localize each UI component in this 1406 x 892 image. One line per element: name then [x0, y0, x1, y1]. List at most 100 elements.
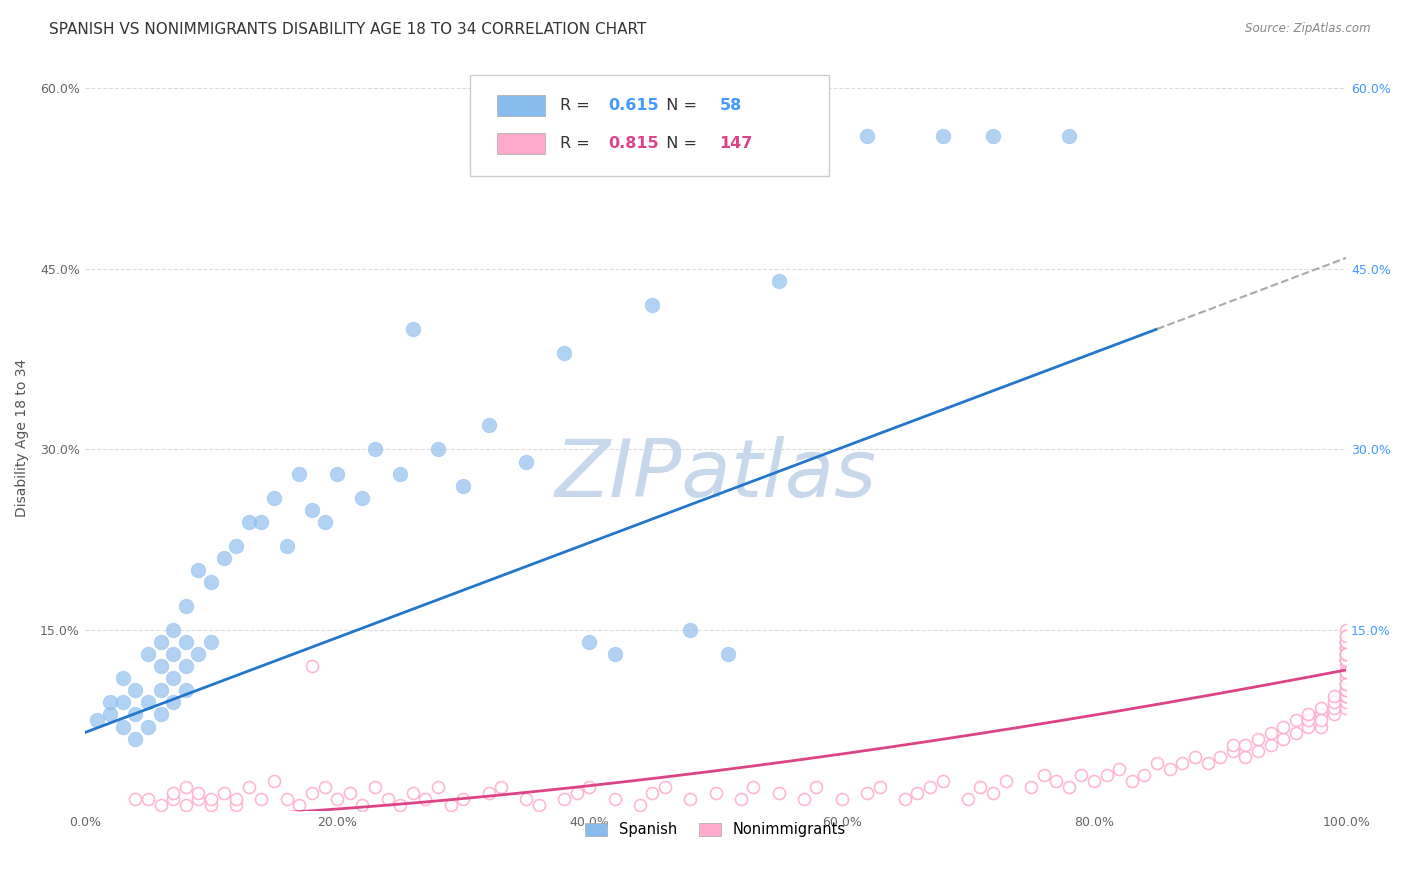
Point [1336, 659, 1358, 673]
Point [1336, 665, 1358, 680]
Point [1095, 767, 1118, 781]
Point [1310, 707, 1333, 722]
Point [981, 786, 1004, 800]
Point [238, 515, 260, 529]
Point [1336, 683, 1358, 698]
Point [1032, 767, 1054, 781]
Point [806, 129, 828, 144]
Point [451, 478, 474, 492]
Point [162, 695, 184, 709]
Point [427, 780, 450, 794]
Point [451, 792, 474, 806]
Point [1260, 725, 1282, 739]
Point [1336, 701, 1358, 715]
Point [1336, 647, 1358, 661]
Point [1336, 683, 1358, 698]
Point [918, 780, 941, 794]
Point [200, 797, 222, 812]
Point [111, 671, 134, 685]
Point [1336, 683, 1358, 698]
Point [1336, 671, 1358, 685]
Point [174, 780, 197, 794]
Point [553, 792, 575, 806]
Point [174, 599, 197, 613]
Point [111, 695, 134, 709]
Point [1336, 677, 1358, 691]
Text: 58: 58 [720, 98, 741, 113]
Point [628, 797, 651, 812]
Point [212, 786, 235, 800]
Point [1336, 635, 1358, 649]
Point [994, 773, 1017, 788]
Point [1310, 701, 1333, 715]
Point [578, 780, 600, 794]
Point [856, 129, 879, 144]
Point [339, 786, 361, 800]
FancyBboxPatch shape [498, 95, 546, 116]
Point [931, 129, 953, 144]
Text: Source: ZipAtlas.com: Source: ZipAtlas.com [1246, 22, 1371, 36]
Point [1336, 647, 1358, 661]
Point [793, 792, 815, 806]
Point [124, 731, 146, 746]
Point [1298, 714, 1320, 728]
Point [894, 792, 917, 806]
Point [1019, 780, 1042, 794]
Point [1336, 653, 1358, 667]
Point [806, 780, 828, 794]
Point [200, 635, 222, 649]
Point [187, 786, 209, 800]
Point [352, 797, 374, 812]
Point [187, 563, 209, 577]
Point [1285, 714, 1308, 728]
Point [1045, 773, 1067, 788]
Point [1336, 635, 1358, 649]
Point [162, 786, 184, 800]
Point [364, 780, 387, 794]
Point [1133, 767, 1156, 781]
Legend: Spanish, Nonimmigrants: Spanish, Nonimmigrants [578, 815, 853, 845]
Point [1336, 690, 1358, 704]
Point [1108, 762, 1130, 776]
Point [136, 647, 159, 661]
Point [1336, 695, 1358, 709]
Point [86, 714, 108, 728]
Point [352, 491, 374, 505]
Point [377, 792, 399, 806]
Point [956, 792, 979, 806]
Point [1285, 725, 1308, 739]
Point [717, 647, 740, 661]
FancyBboxPatch shape [498, 133, 546, 153]
Point [1336, 653, 1358, 667]
Point [149, 659, 172, 673]
Point [1234, 749, 1257, 764]
Point [1184, 749, 1206, 764]
Point [98, 695, 121, 709]
Point [1336, 623, 1358, 637]
Point [1057, 129, 1080, 144]
Point [162, 623, 184, 637]
Point [1336, 677, 1358, 691]
Point [162, 671, 184, 685]
Point [553, 346, 575, 360]
Point [1336, 671, 1358, 685]
Point [200, 792, 222, 806]
Point [174, 659, 197, 673]
Point [1336, 683, 1358, 698]
Point [1336, 641, 1358, 656]
Text: 147: 147 [720, 136, 752, 151]
Text: 0.815: 0.815 [609, 136, 659, 151]
Point [1272, 731, 1295, 746]
Point [162, 647, 184, 661]
Point [1298, 707, 1320, 722]
Point [1323, 695, 1346, 709]
Point [1336, 653, 1358, 667]
Point [187, 792, 209, 806]
Point [1298, 719, 1320, 733]
Point [477, 786, 499, 800]
Point [1336, 690, 1358, 704]
Point [1146, 756, 1168, 770]
Point [603, 647, 626, 661]
Point [1222, 738, 1244, 752]
Point [136, 719, 159, 733]
